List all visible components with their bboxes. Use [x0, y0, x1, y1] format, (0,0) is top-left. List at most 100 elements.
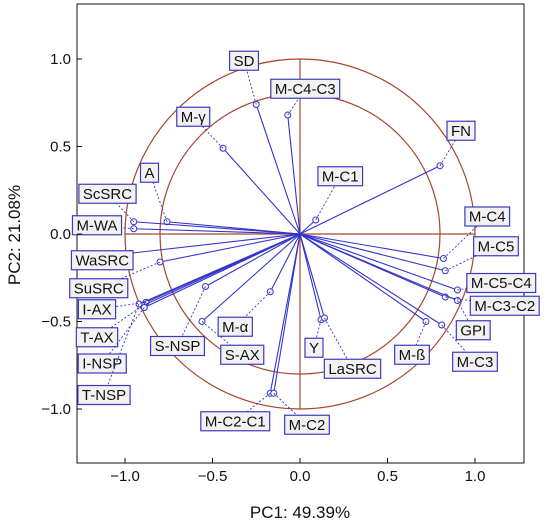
variable-label-text: I-NSP	[82, 356, 122, 373]
variable-label: M-C2	[284, 414, 330, 435]
variable-label-text: Y	[309, 340, 319, 357]
variable-label-text: WaSRC	[75, 252, 129, 269]
vector-line	[205, 233, 301, 287]
variable-label-text: M-C5-C4	[471, 275, 532, 292]
variable-label-text: T-NSP	[82, 387, 126, 404]
vector-line	[299, 233, 458, 291]
variable-label: SuSRC	[69, 278, 129, 299]
vector-line	[159, 233, 301, 263]
variable-label: S-NSP	[149, 335, 206, 357]
variable-label: M-C5	[473, 236, 519, 257]
variable-label: I-AX	[77, 299, 117, 320]
vector-line	[299, 219, 317, 235]
label-box	[304, 337, 324, 358]
vector-line	[273, 233, 301, 394]
vector-line	[269, 233, 301, 293]
vector-line	[201, 233, 301, 322]
label-box	[464, 206, 511, 227]
vectors-layer	[126, 101, 461, 397]
label-box	[220, 344, 265, 365]
variable-label-text: SuSRC	[74, 280, 124, 297]
variable-label: M-γ	[176, 106, 211, 127]
vector-line	[269, 233, 301, 394]
label-box	[317, 166, 364, 187]
label-box	[455, 320, 491, 341]
x-tick-label: −1.0	[110, 468, 140, 485]
variable-label-text: S-NSP	[155, 338, 201, 355]
label-box	[394, 344, 430, 365]
label-leader	[149, 172, 168, 222]
variable-label: LaSRC	[323, 358, 382, 379]
variable-label-text: M-WA	[76, 217, 117, 234]
variable-label-text: M-C2	[289, 417, 326, 434]
variable-label-text: M-C3-C2	[474, 298, 535, 315]
label-box	[200, 411, 271, 432]
variable-label: M-C5-C4	[466, 272, 537, 294]
label-box	[469, 295, 540, 316]
variable-label: SD	[228, 50, 260, 71]
variable-label: FN	[446, 120, 476, 141]
label-box	[139, 162, 160, 183]
variable-label-text: M-C4-C3	[275, 81, 336, 98]
label-box	[473, 236, 519, 257]
vector-line	[299, 233, 427, 322]
label-box	[446, 120, 476, 141]
y-tick-label: 1.0	[50, 51, 71, 68]
variable-label: M-C3	[452, 351, 498, 372]
label-leader	[177, 286, 206, 347]
variable-label-text: FN	[451, 123, 471, 140]
y-tick-label: −0.5	[41, 314, 71, 331]
variable-label-text: M-α	[222, 319, 248, 336]
variable-label-text: S-AX	[225, 347, 260, 364]
vector-line	[222, 147, 301, 235]
variable-label: S-AX	[220, 344, 265, 365]
variable-label: GPI	[455, 320, 491, 341]
variable-label: M-WA	[71, 215, 123, 236]
variable-label-text: I-AX	[82, 301, 111, 318]
vector-line	[133, 228, 301, 235]
vector-line	[299, 233, 444, 260]
variable-label-text: T-AX	[80, 329, 113, 346]
x-tick-label: 0.0	[290, 468, 311, 485]
x-tick-label: 1.0	[465, 468, 486, 485]
variable-label-text: GPI	[460, 322, 486, 339]
variable-label: M-C3-C2	[469, 295, 540, 316]
variable-label: A	[139, 162, 160, 183]
vector-line	[287, 114, 301, 235]
label-box	[149, 335, 206, 357]
vector-line	[299, 233, 326, 319]
variable-label-text: M-C2-C1	[205, 413, 266, 430]
label-box	[78, 183, 137, 204]
variable-label: ScSRC	[78, 183, 137, 204]
label-leader	[445, 245, 497, 272]
variable-label-text: ScSRC	[83, 186, 132, 203]
label-box	[466, 272, 537, 294]
y-tick-label: −1.0	[41, 401, 71, 418]
variable-label-text: M-C3	[457, 354, 494, 371]
label-box	[77, 299, 117, 320]
y-axis-label: PC2: 21.08%	[5, 185, 24, 285]
label-box	[323, 358, 382, 379]
variable-label-text: M-γ	[181, 109, 206, 126]
vector-line	[299, 233, 458, 302]
variable-label: M-C4	[464, 206, 511, 227]
label-leader	[96, 305, 143, 338]
vector-line	[130, 233, 301, 254]
labels-layer: SD M-C4-C3 M-γ FN A M-C1 ScSRC M-WA M-C4 M-C5 WaSR…	[69, 50, 540, 435]
vector-line	[255, 104, 301, 235]
label-leader	[201, 321, 243, 356]
label-box	[75, 327, 119, 348]
x-tick-label: 0.5	[377, 468, 398, 485]
variable-label: T-NSP	[77, 384, 131, 406]
label-box	[77, 384, 131, 406]
x-axis-label: PC1: 49.39%	[250, 503, 350, 522]
y-tick-label: 0.0	[50, 226, 71, 243]
label-box	[71, 215, 123, 236]
label-box	[284, 414, 330, 435]
vector-line	[299, 233, 322, 320]
label-box	[452, 351, 498, 372]
label-box	[270, 78, 341, 99]
label-leader	[287, 88, 306, 116]
label-leader	[98, 261, 161, 289]
